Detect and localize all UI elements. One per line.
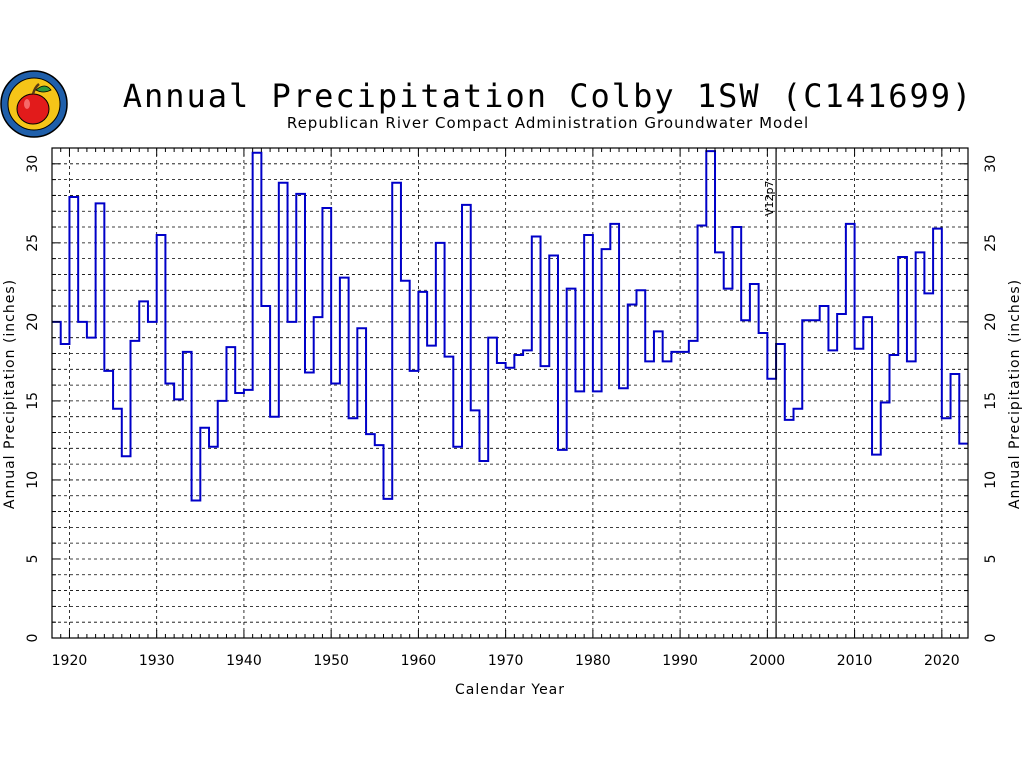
x-axis-ticks: 1920 1930 1940 1950 1960 1970 1980 1990 2000 2010… (51, 148, 969, 669)
x-tick-label: 1950 (313, 653, 349, 669)
y-tick-label-left: 25 (25, 234, 41, 252)
data-series-0 (52, 150, 968, 502)
x-tick-label: 2000 (750, 653, 786, 669)
x-tick-label: 1960 (401, 653, 437, 669)
annotation-label: V12p7 (763, 180, 776, 216)
annotation-layer: V12p7 (763, 148, 777, 638)
x-tick-label: 1970 (488, 653, 524, 669)
y-tick-label-left: 20 (25, 313, 41, 331)
x-tick-label: 1990 (662, 653, 698, 669)
y-tick-label-left: 10 (25, 471, 41, 489)
y-axis-right-ticks: 0 5 10 15 20 25 30 (960, 147, 999, 643)
x-tick-label: 2010 (837, 653, 873, 669)
x-tick-label: 1920 (52, 653, 88, 669)
chart-title: Annual Precipitation Colby 1SW (C141699) (123, 77, 974, 115)
y-tick-label-left: 5 (25, 555, 41, 564)
series-layer (52, 150, 968, 502)
y-tick-label-left: 30 (25, 155, 41, 173)
x-axis-label: Calendar Year (455, 682, 565, 698)
y-tick-label-left: 0 (25, 634, 41, 643)
y-tick-label-right: 20 (983, 313, 999, 331)
plot-border (51, 147, 969, 639)
y-axis-left-ticks: 0 5 10 15 20 25 30 (25, 147, 60, 643)
y-tick-label-right: 25 (983, 234, 999, 252)
x-tick-label: 1980 (575, 653, 611, 669)
apple-icon (16, 83, 52, 125)
grid (52, 148, 968, 638)
y-tick-label-right: 10 (983, 471, 999, 489)
y-tick-label-left: 15 (25, 392, 41, 410)
y-tick-label-right: 30 (983, 155, 999, 173)
plot-frame (51, 147, 969, 639)
y-tick-label-right: 0 (983, 634, 999, 643)
y-tick-label-right: 5 (983, 555, 999, 564)
y-tick-label-right: 15 (983, 392, 999, 410)
apple-seal-logo (0, 70, 68, 138)
x-tick-label: 2020 (924, 653, 960, 669)
y-axis-label-left: Annual Precipitation (inches) (2, 279, 18, 509)
x-tick-label: 1930 (139, 653, 175, 669)
y-axis-label-right: Annual Precipitation (inches) (1007, 279, 1023, 509)
chart-subtitle: Republican River Compact Administration … (287, 114, 809, 132)
x-tick-label: 1940 (226, 653, 262, 669)
